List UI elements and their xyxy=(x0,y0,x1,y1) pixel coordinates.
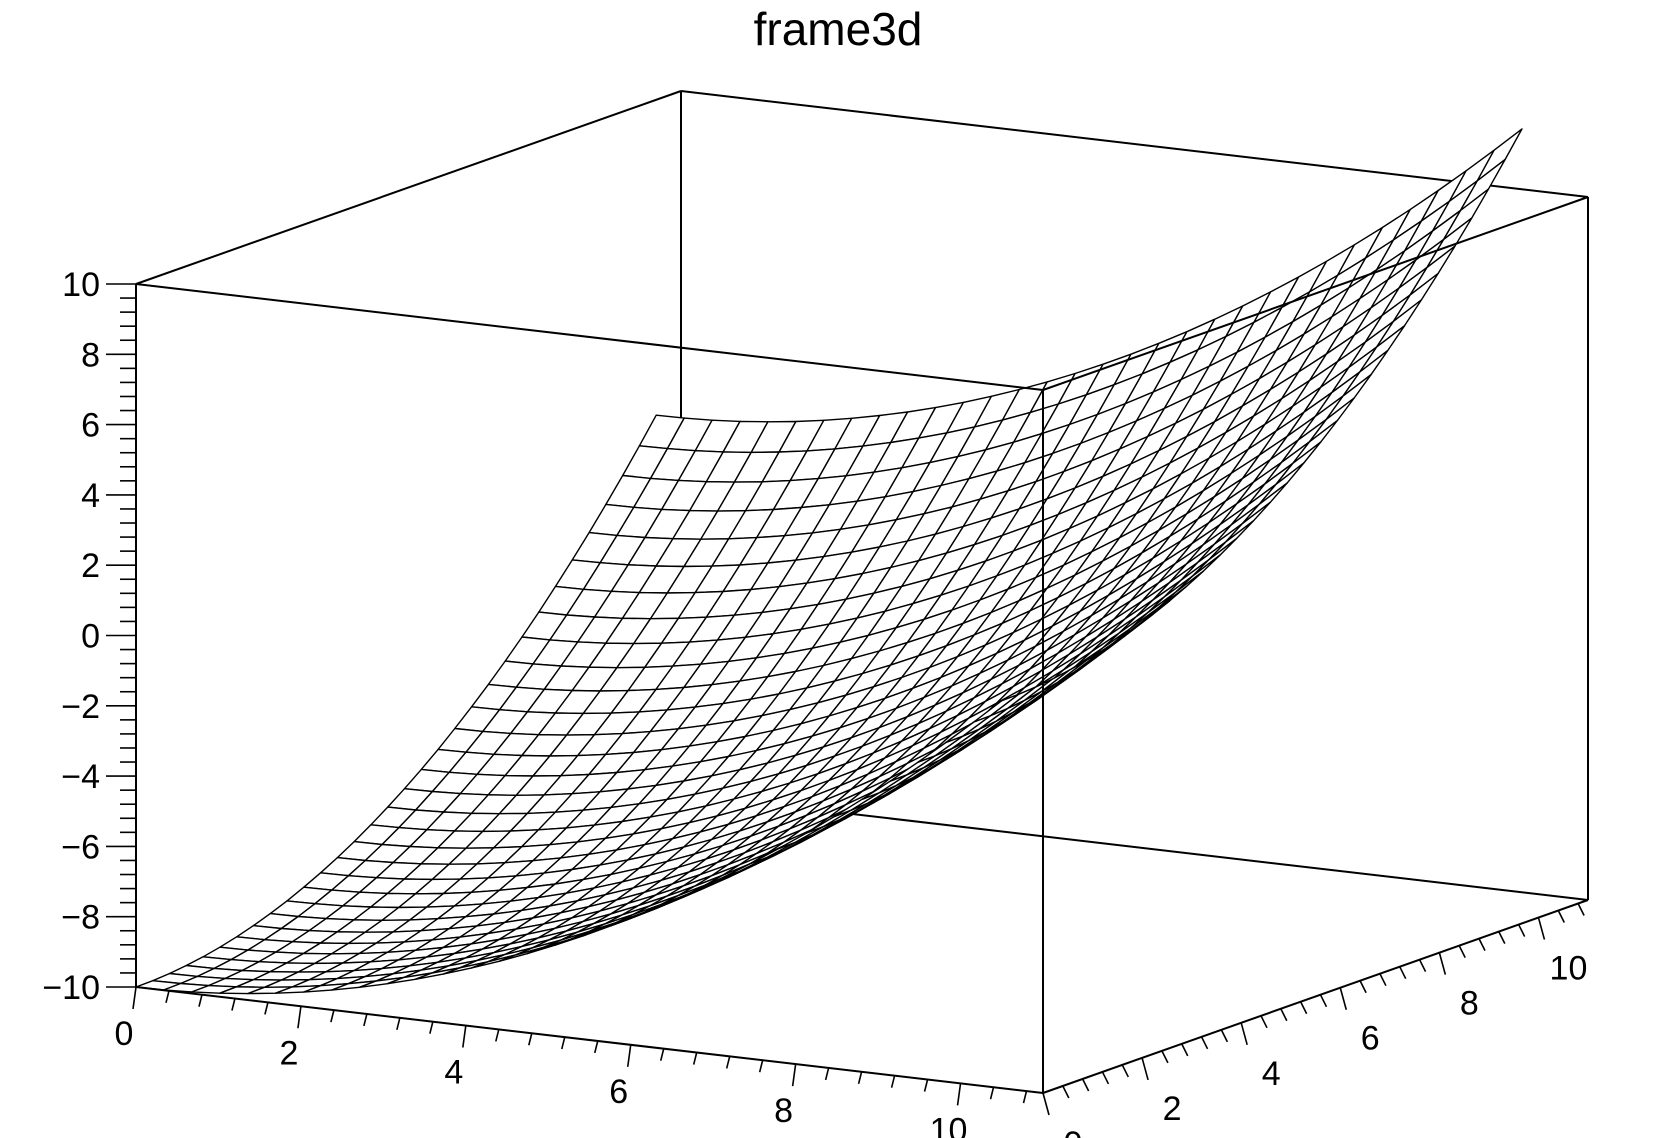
y-major-tick xyxy=(1240,1022,1248,1046)
y-minor-tick xyxy=(1458,945,1466,958)
x-minor-tick xyxy=(1022,1090,1028,1104)
z-tick-label: −10 xyxy=(42,969,100,1007)
y-tick-label: 10 xyxy=(1550,950,1588,988)
y-minor-tick xyxy=(1200,1036,1209,1050)
y-major-tick xyxy=(1537,917,1546,940)
x-minor-tick xyxy=(165,990,170,1004)
y-minor-tick xyxy=(1319,994,1328,1008)
frame-edge xyxy=(135,986,1044,1094)
x-axis: 0 2 4 6 8 10 xyxy=(115,986,1028,1138)
y-minor-tick xyxy=(1399,966,1407,980)
x-major-tick xyxy=(462,1025,467,1048)
surface-cell xyxy=(973,693,1020,723)
surface-cell xyxy=(1476,128,1523,182)
z-tick-label: −8 xyxy=(61,899,100,937)
y-major-tick xyxy=(1339,987,1348,1010)
frame-edge xyxy=(135,90,682,285)
z-tick-label: 4 xyxy=(81,477,100,515)
z-tick-label: 2 xyxy=(81,547,100,585)
z-tick-label: 8 xyxy=(81,336,100,374)
x-minor-tick xyxy=(659,1048,665,1061)
frame-edge xyxy=(1042,899,1589,1094)
y-major-tick xyxy=(1141,1057,1149,1081)
y-minor-tick xyxy=(1161,1050,1169,1064)
x-minor-tick xyxy=(231,998,236,1011)
x-minor-tick xyxy=(396,1017,401,1031)
x-minor-tick xyxy=(824,1067,830,1081)
x-tick-label: 0 xyxy=(115,1015,134,1053)
chart-title: frame3d xyxy=(753,3,923,55)
y-minor-tick xyxy=(1081,1078,1090,1092)
y-tick-label: 4 xyxy=(1262,1055,1281,1093)
x-minor-tick xyxy=(593,1040,599,1054)
x-minor-tick xyxy=(989,1087,995,1100)
x-minor-tick xyxy=(890,1075,896,1088)
z-tick-label: −6 xyxy=(61,828,100,866)
y-minor-tick xyxy=(1260,1015,1268,1029)
frame-edge xyxy=(1042,196,1589,391)
y-minor-tick xyxy=(1379,973,1387,987)
x-minor-tick xyxy=(264,1002,269,1015)
x-minor-tick xyxy=(692,1052,698,1065)
y-minor-tick xyxy=(1280,1008,1288,1022)
x-minor-tick xyxy=(560,1036,566,1050)
y-minor-tick xyxy=(1101,1071,1110,1085)
z-tick-label: 0 xyxy=(81,618,100,656)
y-minor-tick xyxy=(1517,924,1526,937)
x-minor-tick xyxy=(528,1033,533,1046)
y-axis: 0 2 4 6 8 10 xyxy=(1042,903,1588,1138)
y-minor-tick xyxy=(1181,1043,1189,1057)
x-minor-tick xyxy=(725,1056,731,1069)
frame-edge xyxy=(680,90,1589,198)
y-tick-label: 6 xyxy=(1361,1020,1380,1058)
y-major-tick xyxy=(1438,952,1447,975)
x-tick-label: 2 xyxy=(279,1034,298,1072)
x-minor-tick xyxy=(495,1029,500,1042)
z-tick-label: 6 xyxy=(81,407,100,445)
x-minor-tick xyxy=(330,1009,335,1023)
y-minor-tick xyxy=(1418,959,1427,973)
y-major-tick xyxy=(1042,1092,1050,1116)
x-major-tick xyxy=(297,1006,302,1029)
y-tick-label: 2 xyxy=(1163,1090,1182,1128)
x-major-tick xyxy=(132,986,137,1010)
x-major-tick xyxy=(956,1083,962,1106)
y-tick-label: 8 xyxy=(1460,985,1479,1023)
z-axis: −10 −8 −6 −4 −2 0 2 4 6 8 10 xyxy=(42,266,136,1007)
y-minor-tick xyxy=(1299,1001,1308,1015)
frame-edge xyxy=(135,283,1044,391)
z-tick-label: −2 xyxy=(61,688,100,726)
x-minor-tick xyxy=(363,1013,368,1027)
y-minor-tick xyxy=(1498,931,1506,944)
x-tick-label: 6 xyxy=(609,1073,628,1111)
x-minor-tick xyxy=(857,1071,863,1084)
y-minor-tick xyxy=(1121,1064,1129,1078)
x-major-tick xyxy=(626,1044,632,1067)
y-minor-tick xyxy=(1557,910,1565,923)
z-tick-label: 10 xyxy=(62,266,100,304)
x-tick-label: 10 xyxy=(930,1111,968,1138)
y-minor-tick xyxy=(1577,903,1585,916)
x-tick-label: 4 xyxy=(444,1054,463,1092)
x-minor-tick xyxy=(429,1021,434,1034)
x-tick-label: 8 xyxy=(774,1092,793,1130)
x-minor-tick xyxy=(923,1079,929,1092)
surface-mesh xyxy=(135,128,1523,995)
x-minor-tick xyxy=(758,1060,764,1073)
x-major-tick xyxy=(791,1063,797,1087)
y-minor-tick xyxy=(1359,980,1367,994)
x-minor-tick xyxy=(198,994,203,1007)
z-tick-label: −4 xyxy=(61,758,100,796)
y-minor-tick xyxy=(1478,938,1486,951)
y-tick-label: 0 xyxy=(1064,1125,1083,1138)
y-minor-tick xyxy=(1062,1085,1070,1099)
y-minor-tick xyxy=(1220,1029,1229,1043)
